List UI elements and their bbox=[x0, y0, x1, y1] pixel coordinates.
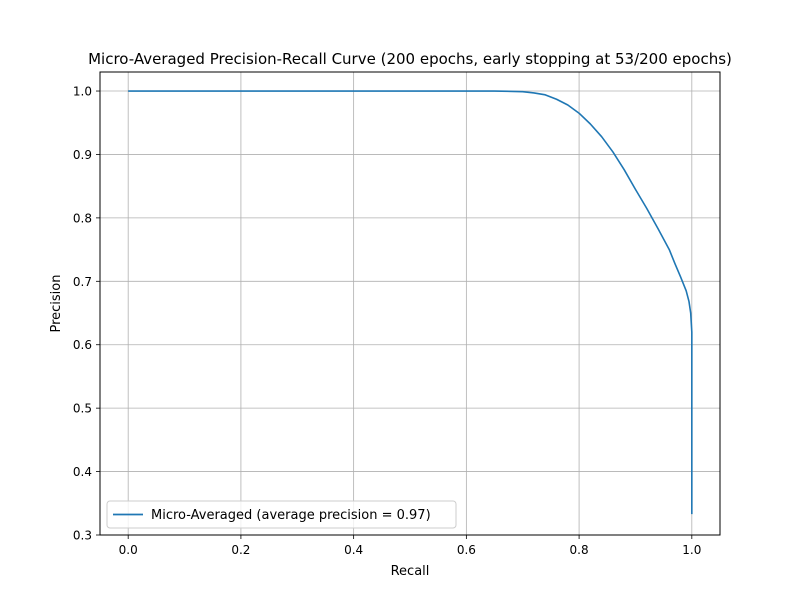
y-tick-label: 0.9 bbox=[73, 148, 92, 162]
y-axis-ticks: 0.3 0.4 0.5 0.6 0.7 0.8 0.9 1.0 bbox=[73, 85, 100, 543]
y-tick-label: 1.0 bbox=[73, 85, 92, 99]
x-tick-label: 0.4 bbox=[344, 543, 363, 557]
y-tick-label: 0.4 bbox=[73, 465, 92, 479]
y-tick-label: 0.5 bbox=[73, 402, 92, 416]
x-tick-label: 1.0 bbox=[682, 543, 701, 557]
series-layer bbox=[128, 90, 693, 515]
legend-label: Micro-Averaged (average precision = 0.97… bbox=[151, 508, 431, 523]
x-axis-ticks: 0.0 0.2 0.4 0.6 0.8 1.0 bbox=[119, 535, 701, 557]
grid bbox=[100, 72, 720, 536]
x-tick-label: 0.6 bbox=[457, 543, 476, 557]
y-tick-label: 0.3 bbox=[73, 529, 92, 543]
x-tick-label: 0.8 bbox=[570, 543, 589, 557]
chart-title: Micro-Averaged Precision-Recall Curve (2… bbox=[88, 50, 732, 68]
legend-box bbox=[106, 500, 457, 529]
y-tick-label: 0.7 bbox=[73, 275, 92, 289]
y-tick-label: 0.8 bbox=[73, 211, 92, 225]
legend: Micro-Averaged (average precision = 0.97… bbox=[106, 500, 457, 529]
x-axis-label: Recall bbox=[391, 564, 430, 579]
plot-area-frame bbox=[99, 71, 721, 536]
y-axis-label: Precision bbox=[49, 274, 64, 332]
series-line-0 bbox=[128, 90, 693, 515]
y-tick-label: 0.6 bbox=[73, 338, 92, 352]
x-tick-label: 0.2 bbox=[231, 543, 250, 557]
x-tick-label: 0.0 bbox=[119, 543, 138, 557]
